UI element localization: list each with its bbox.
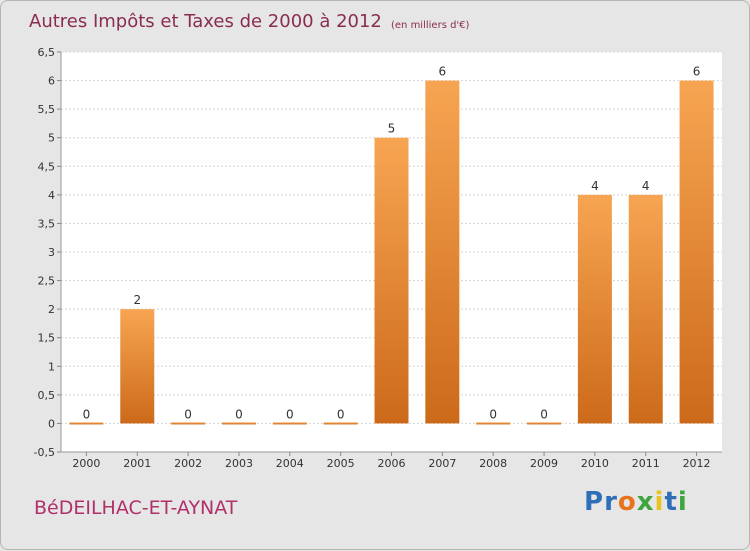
y-tick-label: 6 xyxy=(48,75,55,88)
bar xyxy=(221,422,256,425)
commune-name: BéDEILHAC-ET-AYNAT xyxy=(34,497,238,519)
logo-letter: r xyxy=(604,487,618,517)
bar xyxy=(120,309,155,424)
data-label: 6 xyxy=(439,65,447,79)
bar xyxy=(476,422,511,425)
bar xyxy=(323,422,358,425)
y-tick-label: 1,5 xyxy=(38,332,56,345)
x-tick-label: 2011 xyxy=(632,457,660,470)
logo-letter: t xyxy=(664,487,678,517)
y-tick-label: 3,5 xyxy=(38,217,56,230)
y-tick-label: 5,5 xyxy=(38,103,56,116)
x-tick-label: 2001 xyxy=(123,457,151,470)
y-tick-label: 0,5 xyxy=(38,389,56,402)
y-tick-label: 3 xyxy=(48,246,55,259)
y-tick-label: 2,5 xyxy=(38,275,56,288)
logo-letter: o xyxy=(617,487,637,517)
data-label: 0 xyxy=(184,407,192,421)
logo-letter: x xyxy=(636,487,655,517)
x-tick-label: 2009 xyxy=(530,457,558,470)
bar xyxy=(577,194,612,424)
data-label: 6 xyxy=(693,65,701,79)
x-tick-label: 2012 xyxy=(683,457,711,470)
data-label: 0 xyxy=(489,407,497,421)
x-tick-label: 2010 xyxy=(581,457,609,470)
data-label: 0 xyxy=(235,407,243,421)
logo-letter: i xyxy=(677,487,688,517)
data-label: 0 xyxy=(83,407,91,421)
data-label: 0 xyxy=(286,407,294,421)
bar xyxy=(69,422,104,425)
bar xyxy=(527,422,562,425)
y-tick-label: 4,5 xyxy=(38,160,56,173)
x-tick-label: 2003 xyxy=(225,457,253,470)
data-label: 5 xyxy=(388,122,396,136)
y-tick-label: 6,5 xyxy=(38,46,56,59)
y-tick-label: 0 xyxy=(48,417,55,430)
y-tick-label: 5 xyxy=(48,132,55,145)
bar xyxy=(628,194,663,424)
y-tick-label: 2 xyxy=(48,303,55,316)
bar xyxy=(272,422,307,425)
data-label: 0 xyxy=(337,407,345,421)
x-tick-label: 2007 xyxy=(428,457,456,470)
x-tick-label: 2005 xyxy=(327,457,355,470)
proxiti-logo: Proxiti xyxy=(584,487,688,517)
y-tick-label: 4 xyxy=(48,189,55,202)
x-tick-label: 2002 xyxy=(174,457,202,470)
logo-letter: P xyxy=(584,487,605,517)
x-tick-label: 2000 xyxy=(72,457,100,470)
plot-area: -0,5 0 0,5 1 1,5 2 2,5 3 3,5 4 4,5 5 5,5 6 6,5 0 2000 2 20… xyxy=(34,46,722,470)
bar xyxy=(374,137,409,424)
data-label: 4 xyxy=(642,179,650,193)
logo-letter: i xyxy=(654,487,665,517)
data-label: 4 xyxy=(591,179,599,193)
bar xyxy=(425,80,460,424)
x-tick-label: 2008 xyxy=(479,457,507,470)
bar xyxy=(171,422,206,425)
y-tick-label: -0,5 xyxy=(34,446,55,459)
chart-title: Autres Impôts et Taxes de 2000 à 2012 xyxy=(29,11,382,32)
bar xyxy=(679,80,714,424)
y-tick-label: 1 xyxy=(48,360,55,373)
data-label: 2 xyxy=(133,293,141,307)
data-label: 0 xyxy=(540,407,548,421)
x-tick-label: 2004 xyxy=(276,457,304,470)
x-tick-label: 2006 xyxy=(378,457,406,470)
chart-subtitle: (en milliers d'€) xyxy=(391,20,470,31)
